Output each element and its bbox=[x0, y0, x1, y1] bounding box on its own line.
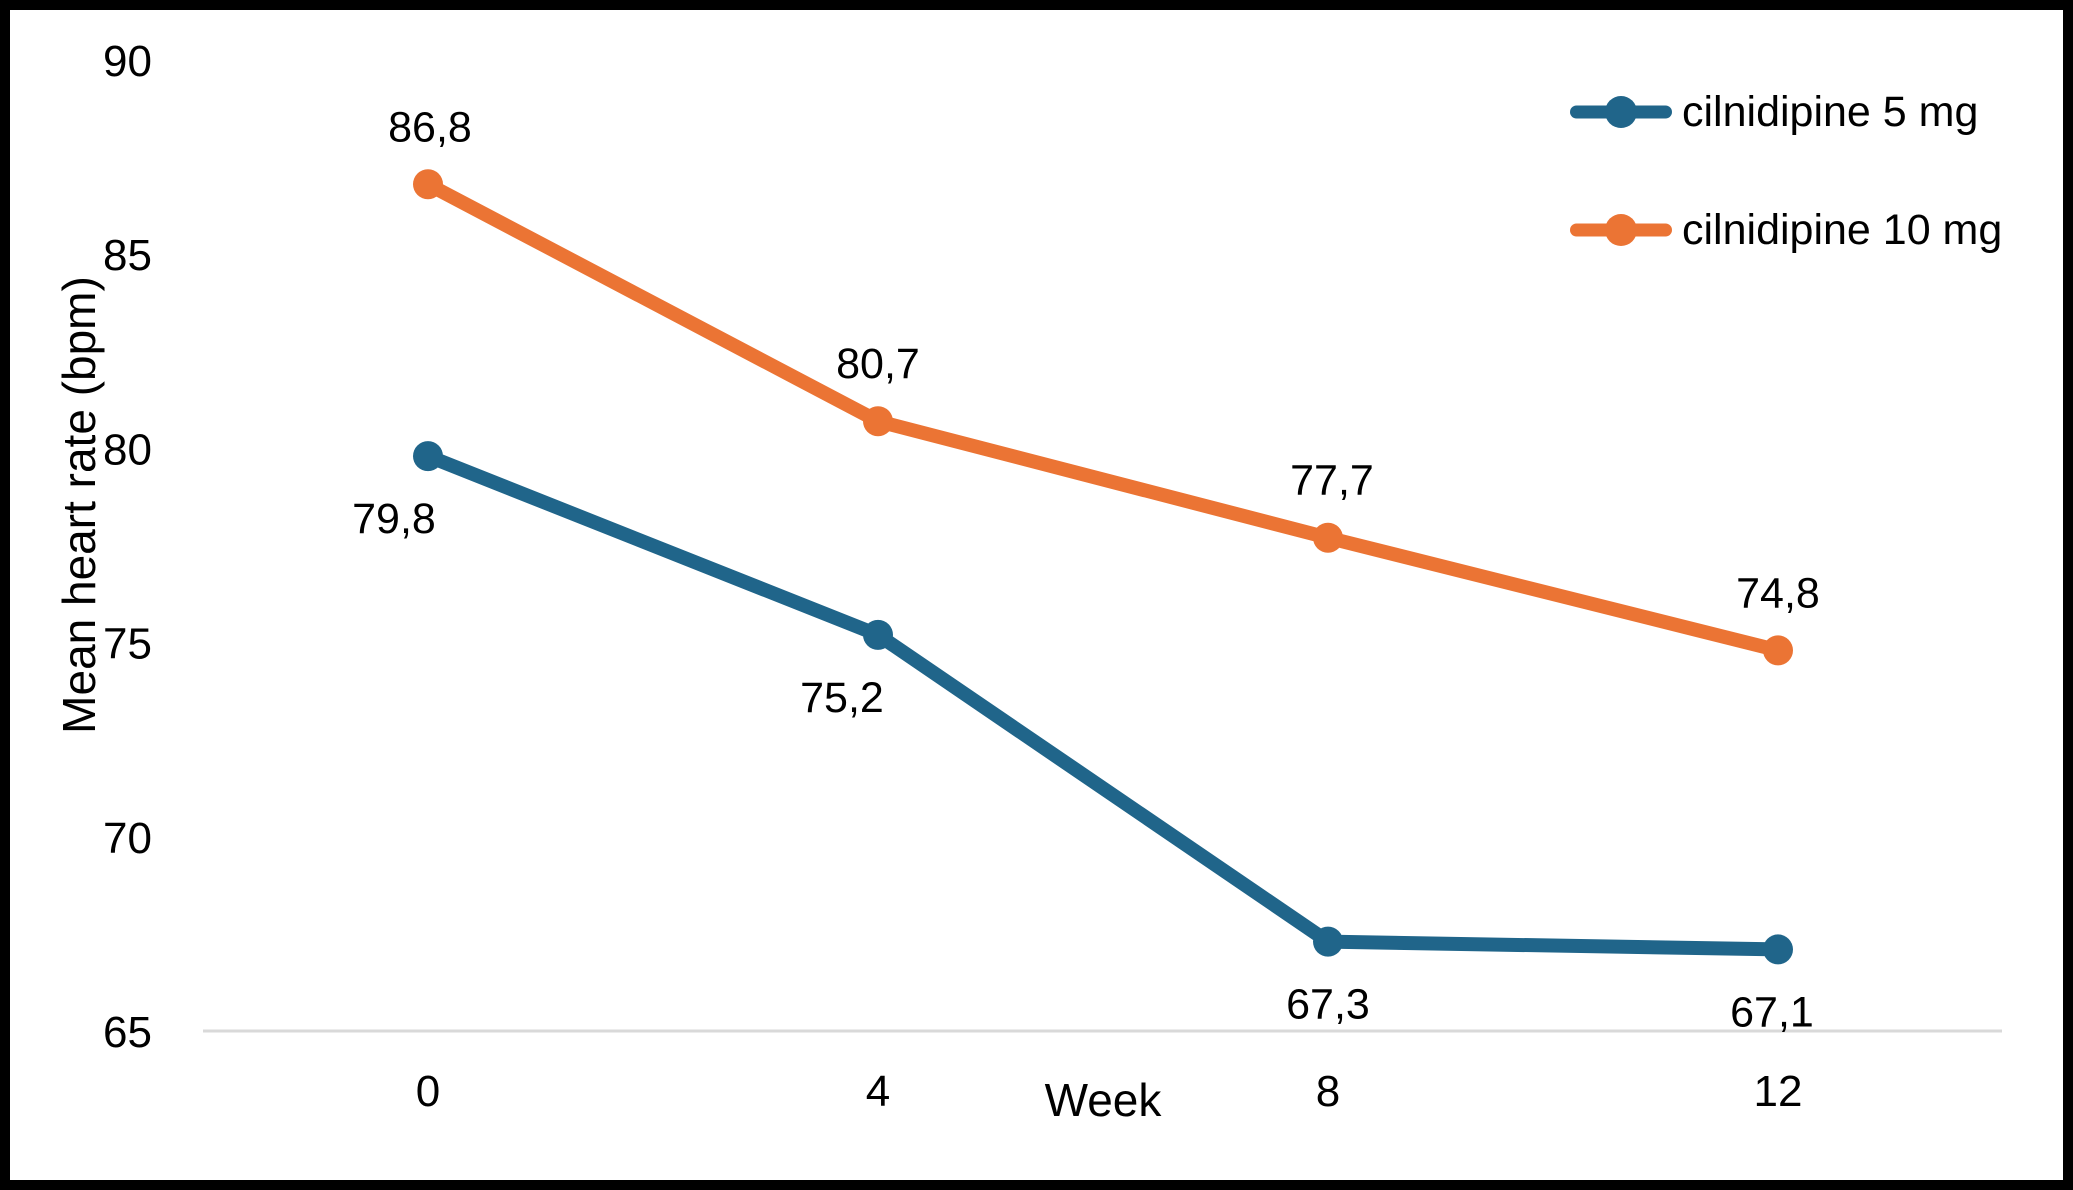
x-tick-label: 4 bbox=[866, 1067, 890, 1116]
data-point-label: 67,3 bbox=[1286, 981, 1370, 1029]
legend-item-cilnidipine-5mg: cilnidipine 5 mg bbox=[1570, 78, 2002, 146]
data-point-marker bbox=[413, 441, 443, 472]
data-point-label: 67,1 bbox=[1730, 988, 1814, 1036]
series-line bbox=[421, 449, 1785, 957]
y-tick-label: 80 bbox=[103, 425, 152, 474]
data-point-marker bbox=[863, 406, 893, 437]
legend-item-cilnidipine-10mg: cilnidipine 10 mg bbox=[1570, 196, 2002, 264]
legend-label-cilnidipine-10mg: cilnidipine 10 mg bbox=[1682, 205, 2003, 254]
series-line bbox=[421, 177, 1785, 658]
x-tick-label: 12 bbox=[1754, 1067, 1803, 1116]
data-point-label: 75,2 bbox=[800, 674, 884, 722]
y-tick-label: 70 bbox=[103, 814, 152, 863]
data-point-label: 74,8 bbox=[1736, 569, 1820, 617]
data-point-marker bbox=[863, 619, 893, 650]
legend-dot bbox=[1605, 96, 1637, 128]
data-point-marker bbox=[413, 169, 443, 200]
x-axis-title: Week bbox=[1044, 1074, 1162, 1126]
y-axis-title: Mean heart rate (bpm) bbox=[53, 276, 105, 734]
x-tick-label: 0 bbox=[416, 1067, 440, 1116]
data-point-marker bbox=[1763, 934, 1793, 965]
x-tick-label: 8 bbox=[1316, 1067, 1340, 1116]
legend-label-cilnidipine-5mg: cilnidipine 5 mg bbox=[1682, 87, 1979, 136]
y-tick-label: 90 bbox=[103, 37, 152, 86]
y-tick-label: 75 bbox=[103, 620, 152, 669]
data-point-marker bbox=[1313, 522, 1343, 553]
data-point-label: 80,7 bbox=[836, 340, 920, 388]
y-tick-label: 65 bbox=[103, 1008, 152, 1057]
data-point-label: 77,7 bbox=[1290, 457, 1374, 505]
data-point-label: 86,8 bbox=[388, 103, 472, 151]
legend-dot bbox=[1605, 214, 1637, 246]
data-point-marker bbox=[1763, 635, 1793, 666]
legend-line-marker-icon bbox=[1570, 196, 1672, 264]
chart-legend: cilnidipine 5 mg cilnidipine 10 mg bbox=[1570, 78, 2002, 264]
y-tick-label: 85 bbox=[103, 231, 152, 280]
data-point-marker bbox=[1313, 926, 1343, 957]
legend-line-marker-icon bbox=[1570, 78, 1672, 146]
data-point-label: 79,8 bbox=[352, 495, 436, 543]
